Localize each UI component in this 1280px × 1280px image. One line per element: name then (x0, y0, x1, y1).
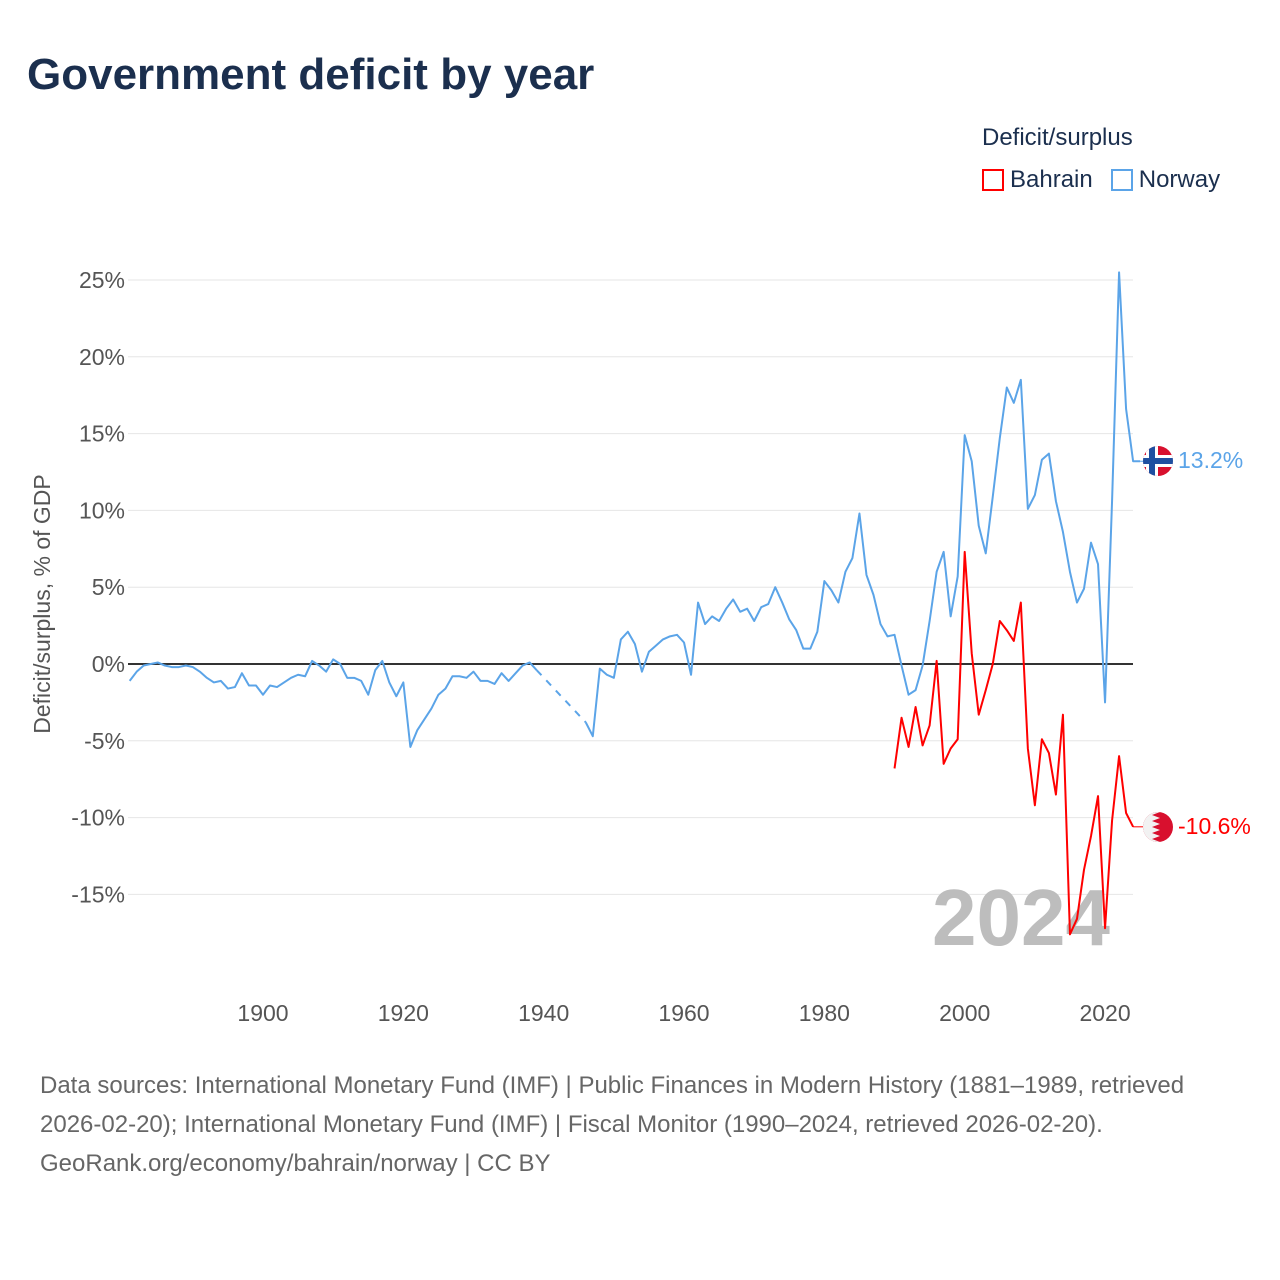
legend-item-bahrain[interactable]: Bahrain (982, 166, 1093, 194)
y-tick-label: 20% (79, 344, 125, 370)
y-tick-label: -15% (71, 881, 125, 907)
norway-missing-data-line (535, 669, 587, 724)
x-tick-label: 2020 (1079, 1000, 1130, 1026)
x-tick-label: 1940 (518, 1000, 569, 1026)
bahrain-end-label: -10.6% (1178, 813, 1251, 839)
x-axis-ticks: 1900 1920 1940 1960 1980 2000 2020 (237, 1000, 1130, 1026)
bahrain-flag-icon (1143, 812, 1173, 842)
y-tick-label: 5% (92, 574, 125, 600)
x-tick-label: 1920 (378, 1000, 429, 1026)
legend-swatch-norway (1110, 169, 1133, 191)
y-tick-label: -5% (84, 728, 125, 754)
legend-title: Deficit/surplus (982, 124, 1133, 151)
y-axis-label: Deficit/surplus, % of GDP (29, 474, 55, 733)
norway-flag-icon (1143, 446, 1173, 476)
series-lines (128, 271, 1143, 936)
year-watermark: 2024 (932, 873, 1110, 962)
norway-line (128, 658, 538, 748)
x-tick-label: 1900 (237, 1000, 288, 1026)
y-axis-ticks: 25% 20% 15% 10% 5% 0% -5% -10% -15% (71, 267, 125, 907)
legend-item-norway[interactable]: Norway (1110, 166, 1221, 194)
norway-line (584, 271, 1141, 738)
y-tick-label: 10% (79, 497, 125, 523)
legend-label-bahrain: Bahrain (1010, 166, 1093, 193)
y-tick-label: -10% (71, 805, 125, 831)
y-tick-label: 25% (79, 267, 125, 293)
chart-plot: 25% 20% 15% 10% 5% 0% -5% -10% -15% 1900 1920 1940… (29, 267, 1251, 1026)
gridlines (128, 279, 1133, 895)
data-sources: Data sources: International Monetary Fun… (40, 1072, 1185, 1138)
norway-end-label: 13.2% (1178, 447, 1243, 473)
legend-swatch-bahrain (982, 169, 1004, 191)
chart-title: Government deficit by year (27, 50, 595, 99)
x-tick-label: 2000 (939, 1000, 990, 1026)
legend-label-norway: Norway (1138, 166, 1221, 193)
x-tick-label: 1960 (658, 1000, 709, 1026)
y-tick-label: 15% (79, 421, 125, 447)
y-tick-label: 0% (92, 651, 125, 677)
footer: Data sources: International Monetary Fun… (40, 1066, 1240, 1183)
credit-link[interactable]: GeoRank.org/economy/bahrain/norway | CC … (40, 1150, 551, 1177)
bahrain-line (893, 550, 1135, 936)
legend: Bahrain Norway (982, 166, 1220, 194)
x-tick-label: 1980 (799, 1000, 850, 1026)
